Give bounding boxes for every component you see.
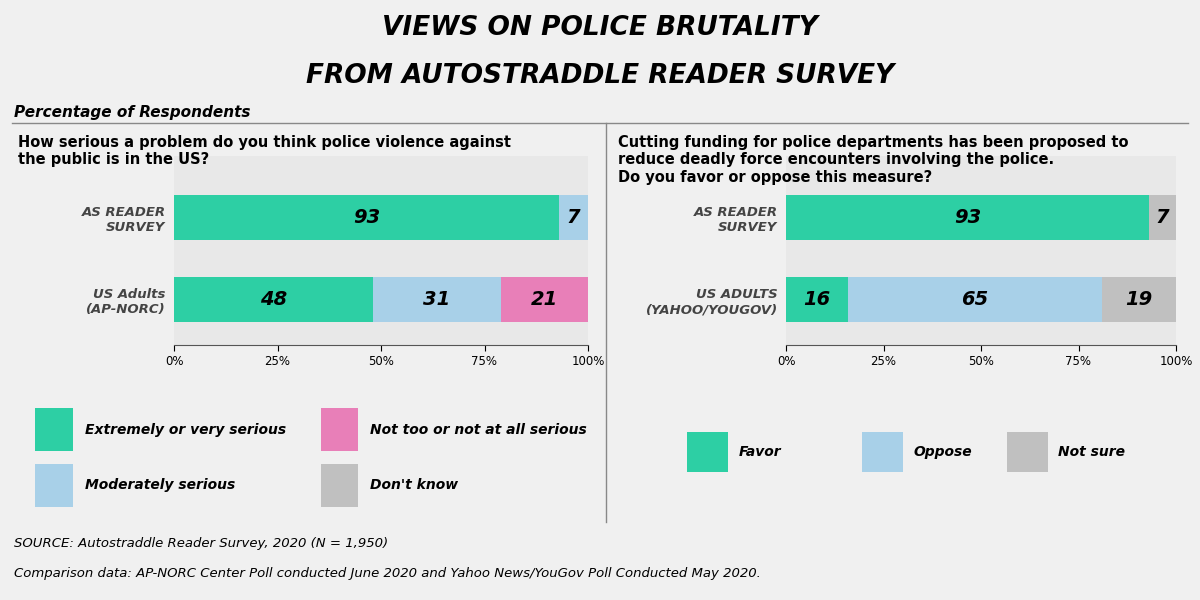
Text: Cutting funding for police departments has been proposed to
reduce deadly force : Cutting funding for police departments h… [618,135,1128,185]
Bar [36,409,73,451]
Bar [686,432,728,472]
Text: Moderately serious: Moderately serious [85,478,235,492]
Text: 65: 65 [961,290,989,310]
Text: Oppose: Oppose [913,445,972,459]
Bar [502,277,588,322]
Text: 16: 16 [804,290,830,310]
Bar [786,195,1148,240]
Text: How serious a problem do you think police violence against
the public is in the : How serious a problem do you think polic… [18,135,511,167]
Bar [1007,432,1048,472]
Text: 31: 31 [424,290,450,310]
Text: 7: 7 [566,208,581,227]
Text: 19: 19 [1126,290,1152,310]
Bar [174,277,373,322]
Text: Extremely or very serious: Extremely or very serious [85,423,286,437]
Text: SOURCE: Autostraddle Reader Survey, 2020 (N = 1,950): SOURCE: Autostraddle Reader Survey, 2020… [14,537,389,550]
Text: 93: 93 [353,208,380,227]
Text: 48: 48 [259,290,287,310]
Text: 21: 21 [530,290,558,310]
Bar [320,464,359,506]
Bar [1102,277,1176,322]
Text: Not too or not at all serious: Not too or not at all serious [370,423,587,437]
Text: Don't know: Don't know [370,478,458,492]
Bar [1148,195,1176,240]
Text: 93: 93 [954,208,980,227]
Text: Not sure: Not sure [1058,445,1126,459]
Bar [174,195,559,240]
Bar [848,277,1102,322]
Text: VIEWS ON POLICE BRUTALITY: VIEWS ON POLICE BRUTALITY [382,15,818,41]
Bar [373,277,502,322]
Text: Comparison data: AP-NORC Center Poll conducted June 2020 and Yahoo News/YouGov P: Comparison data: AP-NORC Center Poll con… [14,567,761,580]
Text: Favor: Favor [738,445,781,459]
Text: Percentage of Respondents: Percentage of Respondents [14,105,251,120]
Bar [559,195,588,240]
Text: 7: 7 [1156,208,1169,227]
Bar [862,432,904,472]
Bar [786,277,848,322]
Bar [36,464,73,506]
Bar [320,409,359,451]
Text: FROM AUTOSTRADDLE READER SURVEY: FROM AUTOSTRADDLE READER SURVEY [306,63,894,89]
